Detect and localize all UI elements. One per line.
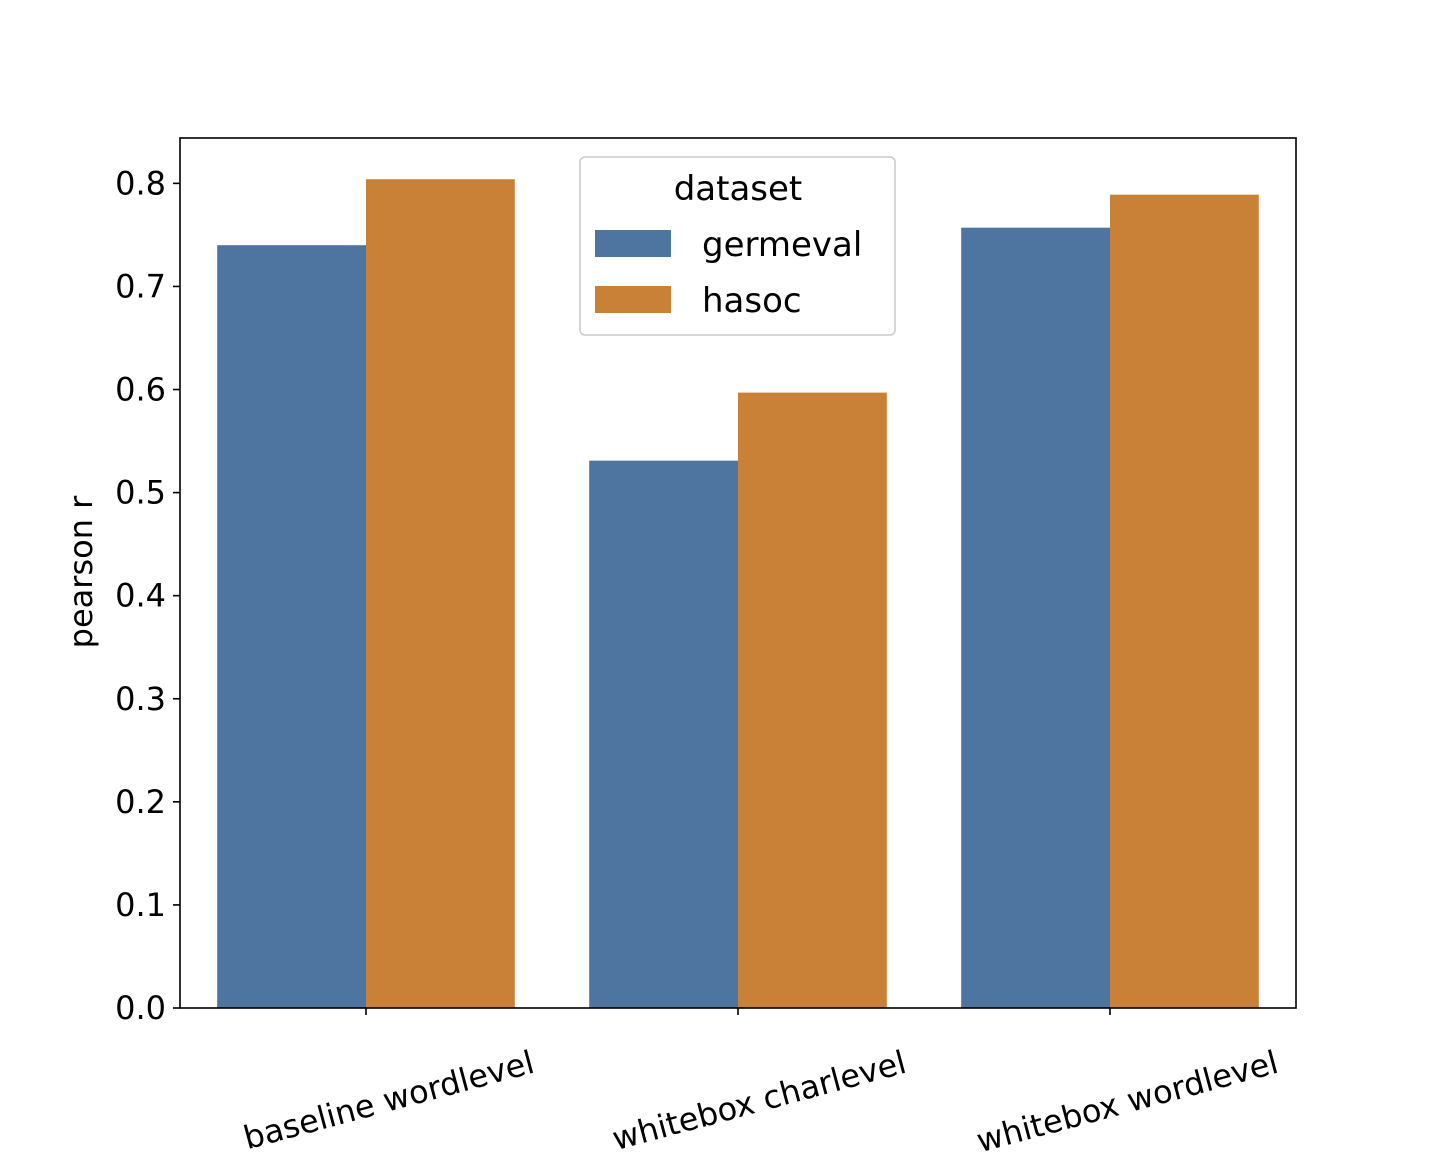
legend-swatch-hasoc	[595, 286, 671, 313]
y-tick-label: 0.7	[115, 267, 166, 305]
x-axis: baseline wordlevel whitebox charlevel whit…	[239, 1008, 1282, 1152]
bar-germeval-1	[589, 460, 738, 1008]
legend-swatch-germeval	[595, 230, 671, 257]
bar-germeval-2	[961, 227, 1110, 1008]
y-tick-label: 0.8	[115, 164, 166, 202]
bar-hasoc-0	[366, 179, 515, 1008]
legend-label-germeval: germeval	[702, 225, 862, 265]
x-tick-label: baseline wordlevel	[239, 1043, 538, 1152]
bar-hasoc-2	[1110, 194, 1259, 1008]
legend: dataset germeval hasoc	[579, 156, 896, 336]
legend-items: germeval hasoc	[595, 225, 862, 321]
y-tick-label: 0.0	[115, 989, 166, 1027]
y-tick-label: 0.5	[115, 474, 166, 512]
bar-germeval-0	[217, 245, 366, 1008]
legend-title: dataset	[674, 169, 803, 209]
y-axis-label: pearson r	[62, 495, 100, 648]
legend-label-hasoc: hasoc	[702, 281, 802, 321]
bar-hasoc-1	[738, 392, 887, 1008]
y-tick-label: 0.6	[115, 371, 166, 409]
x-tick-label: whitebox charlevel	[608, 1043, 910, 1152]
y-tick-label: 0.4	[115, 577, 166, 615]
bars-group	[217, 179, 1259, 1008]
y-axis: 0.0 0.1 0.2 0.3 0.4 0.5 0.6 0.7 0.8	[115, 164, 180, 1027]
y-tick-label: 0.1	[115, 886, 166, 924]
y-tick-label: 0.3	[115, 680, 166, 718]
x-tick-label: whitebox wordlevel	[972, 1043, 1282, 1152]
y-tick-label: 0.2	[115, 783, 166, 821]
